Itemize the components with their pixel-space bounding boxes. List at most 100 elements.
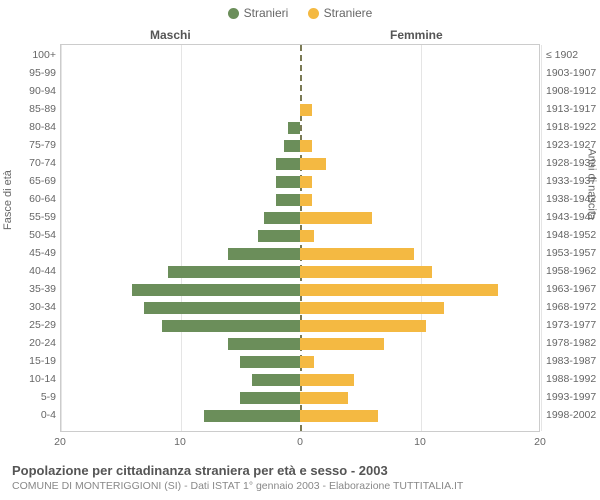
- age-label: 35-39: [14, 281, 56, 297]
- pyramid-row: [61, 408, 539, 426]
- bar-female: [300, 374, 354, 386]
- pyramid-row: [61, 138, 539, 156]
- birth-year-label: 1903-1907: [546, 65, 600, 81]
- age-label: 65-69: [14, 173, 56, 189]
- birth-year-label: 1948-1952: [546, 227, 600, 243]
- age-label: 95-99: [14, 65, 56, 81]
- chart-footer: Popolazione per cittadinanza straniera p…: [12, 463, 588, 492]
- bar-male: [264, 212, 300, 224]
- bar-male: [284, 140, 300, 152]
- birth-year-label: 1928-1932: [546, 155, 600, 171]
- x-tick-label: 10: [174, 436, 186, 448]
- bar-male: [228, 338, 300, 350]
- age-label: 30-34: [14, 299, 56, 315]
- plot-area: [60, 44, 540, 432]
- bar-male: [132, 284, 300, 296]
- age-label: 90-94: [14, 83, 56, 99]
- bar-female: [300, 104, 312, 116]
- birth-year-label: 1963-1967: [546, 281, 600, 297]
- chart-subtitle: COMUNE DI MONTERIGGIONI (SI) - Dati ISTA…: [12, 480, 588, 492]
- bar-male: [276, 158, 300, 170]
- pyramid-row: [61, 300, 539, 318]
- x-tick-label: 10: [414, 436, 426, 448]
- birth-year-label: 1988-1992: [546, 371, 600, 387]
- pyramid-row: [61, 318, 539, 336]
- age-label: 20-24: [14, 335, 56, 351]
- age-label: 75-79: [14, 137, 56, 153]
- bar-male: [162, 320, 300, 332]
- birth-year-label: 1993-1997: [546, 389, 600, 405]
- age-label: 85-89: [14, 101, 56, 117]
- legend-swatch-female: [308, 8, 319, 19]
- birth-year-label: 1953-1957: [546, 245, 600, 261]
- chart-wrap: Stranieri Straniere Maschi Femmine Fasce…: [0, 0, 600, 500]
- bar-male: [144, 302, 300, 314]
- birth-year-label: 1943-1947: [546, 209, 600, 225]
- x-tick-label: 0: [297, 436, 303, 448]
- pyramid-row: [61, 336, 539, 354]
- birth-year-label: 1933-1937: [546, 173, 600, 189]
- birth-year-label: 1998-2002: [546, 407, 600, 423]
- bar-male: [204, 410, 300, 422]
- age-label: 55-59: [14, 209, 56, 225]
- birth-year-label: 1938-1942: [546, 191, 600, 207]
- birth-year-label: ≤ 1902: [546, 47, 600, 63]
- x-tick-label: 20: [54, 436, 66, 448]
- age-label: 25-29: [14, 317, 56, 333]
- pyramid-row: [61, 354, 539, 372]
- legend-item-male: Stranieri: [228, 6, 289, 20]
- bar-female: [300, 158, 326, 170]
- bar-male: [258, 230, 300, 242]
- pyramid-row: [61, 246, 539, 264]
- bar-female: [300, 176, 312, 188]
- birth-year-label: 1983-1987: [546, 353, 600, 369]
- age-label: 100+: [14, 47, 56, 63]
- bar-male: [240, 356, 300, 368]
- birth-year-label: 1973-1977: [546, 317, 600, 333]
- pyramid-row: [61, 120, 539, 138]
- bar-female: [300, 320, 426, 332]
- chart-title: Popolazione per cittadinanza straniera p…: [12, 463, 588, 478]
- bar-female: [300, 140, 312, 152]
- bar-female: [300, 212, 372, 224]
- bar-male: [288, 122, 300, 134]
- age-label: 5-9: [14, 389, 56, 405]
- pyramid-row: [61, 192, 539, 210]
- x-tick-label: 20: [534, 436, 546, 448]
- bar-male: [276, 176, 300, 188]
- bar-female: [300, 338, 384, 350]
- birth-year-label: 1968-1972: [546, 299, 600, 315]
- pyramid-row: [61, 390, 539, 408]
- age-label: 60-64: [14, 191, 56, 207]
- left-axis-title: Fasce di età: [2, 170, 14, 230]
- bar-male: [228, 248, 300, 260]
- pyramid-row: [61, 228, 539, 246]
- birth-year-label: 1923-1927: [546, 137, 600, 153]
- age-label: 45-49: [14, 245, 56, 261]
- pyramid-row: [61, 372, 539, 390]
- pyramid-row: [61, 264, 539, 282]
- age-label: 40-44: [14, 263, 56, 279]
- bar-male: [252, 374, 300, 386]
- pyramid-row: [61, 210, 539, 228]
- bar-female: [300, 284, 498, 296]
- age-label: 50-54: [14, 227, 56, 243]
- bar-male: [168, 266, 300, 278]
- pyramid-row: [61, 48, 539, 66]
- age-label: 70-74: [14, 155, 56, 171]
- bar-male: [276, 194, 300, 206]
- birth-year-label: 1908-1912: [546, 83, 600, 99]
- pyramid-row: [61, 84, 539, 102]
- pyramid-row: [61, 282, 539, 300]
- bar-female: [300, 266, 432, 278]
- age-label: 0-4: [14, 407, 56, 423]
- age-label: 15-19: [14, 353, 56, 369]
- bar-female: [300, 230, 314, 242]
- birth-year-label: 1918-1922: [546, 119, 600, 135]
- pyramid-row: [61, 156, 539, 174]
- bar-female: [300, 248, 414, 260]
- birth-year-label: 1958-1962: [546, 263, 600, 279]
- pyramid-row: [61, 174, 539, 192]
- bar-female: [300, 410, 378, 422]
- bar-female: [300, 302, 444, 314]
